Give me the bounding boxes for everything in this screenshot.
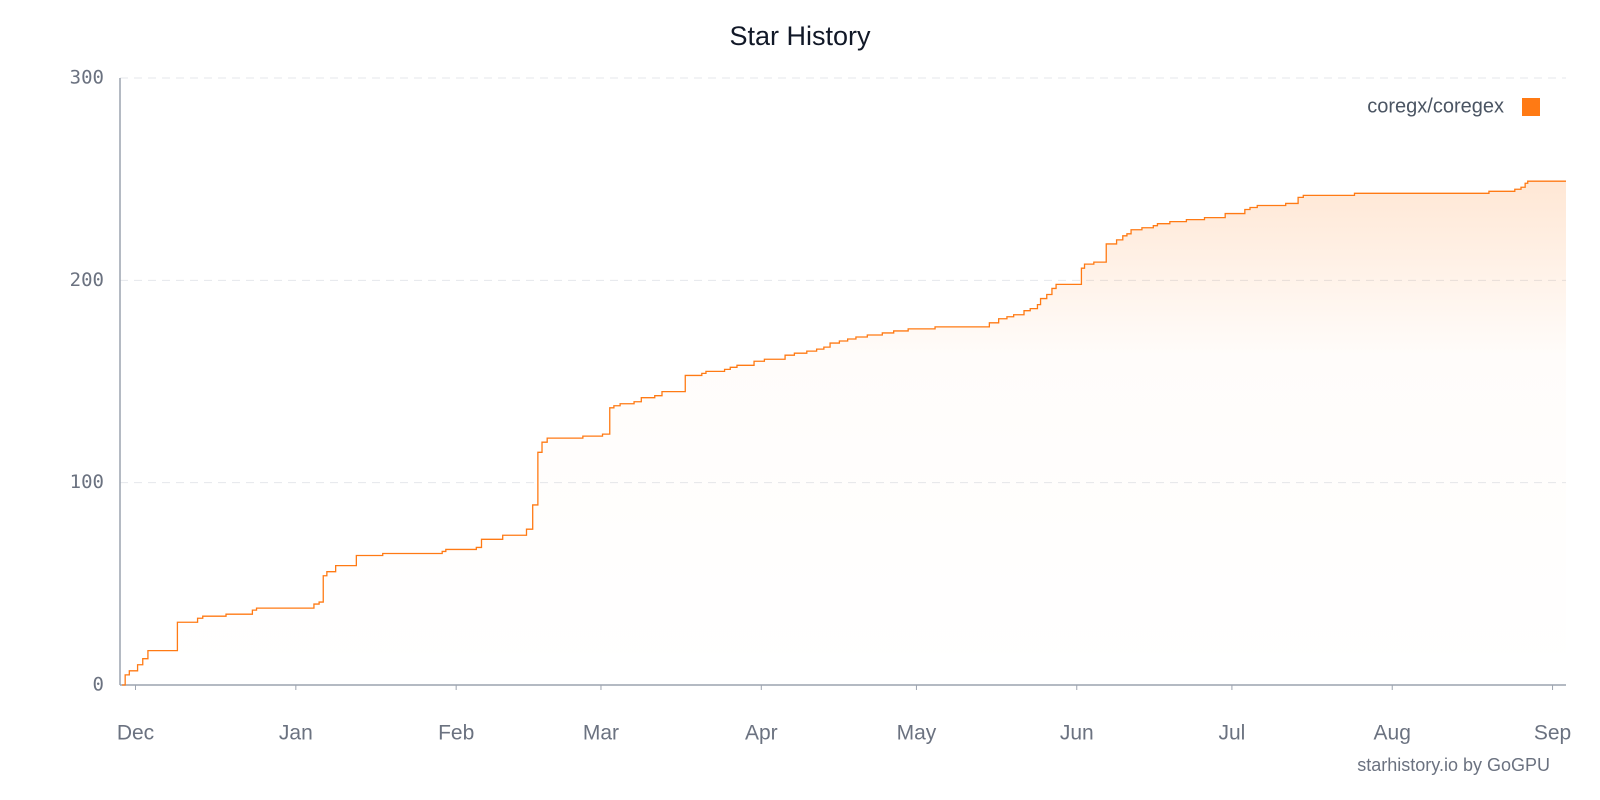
y-tick-label: 300 xyxy=(70,67,104,89)
x-tick-label: May xyxy=(897,722,937,745)
chart-title: Star History xyxy=(729,21,871,51)
x-tick-label: Jun xyxy=(1060,722,1094,745)
legend-swatch xyxy=(1522,98,1540,116)
series-line xyxy=(122,180,1566,686)
x-tick-label: Jul xyxy=(1218,722,1245,745)
x-tick-label: Apr xyxy=(745,722,778,745)
legend-label: coregx/coregex xyxy=(1367,95,1504,117)
source-credit: starhistory.io by GoGPU xyxy=(1357,755,1550,775)
y-tick-label: 200 xyxy=(70,269,104,291)
y-tick-label: 0 xyxy=(93,674,104,696)
x-tick-label: Sep xyxy=(1534,722,1571,745)
x-tick-label: Aug xyxy=(1374,722,1411,745)
area xyxy=(122,181,1566,685)
x-tick-label: Mar xyxy=(583,722,619,745)
x-tick-label: Feb xyxy=(438,722,474,745)
x-tick-label: Jan xyxy=(279,722,313,745)
x-tick-label: Dec xyxy=(117,722,154,745)
y-tick-label: 100 xyxy=(70,471,104,493)
